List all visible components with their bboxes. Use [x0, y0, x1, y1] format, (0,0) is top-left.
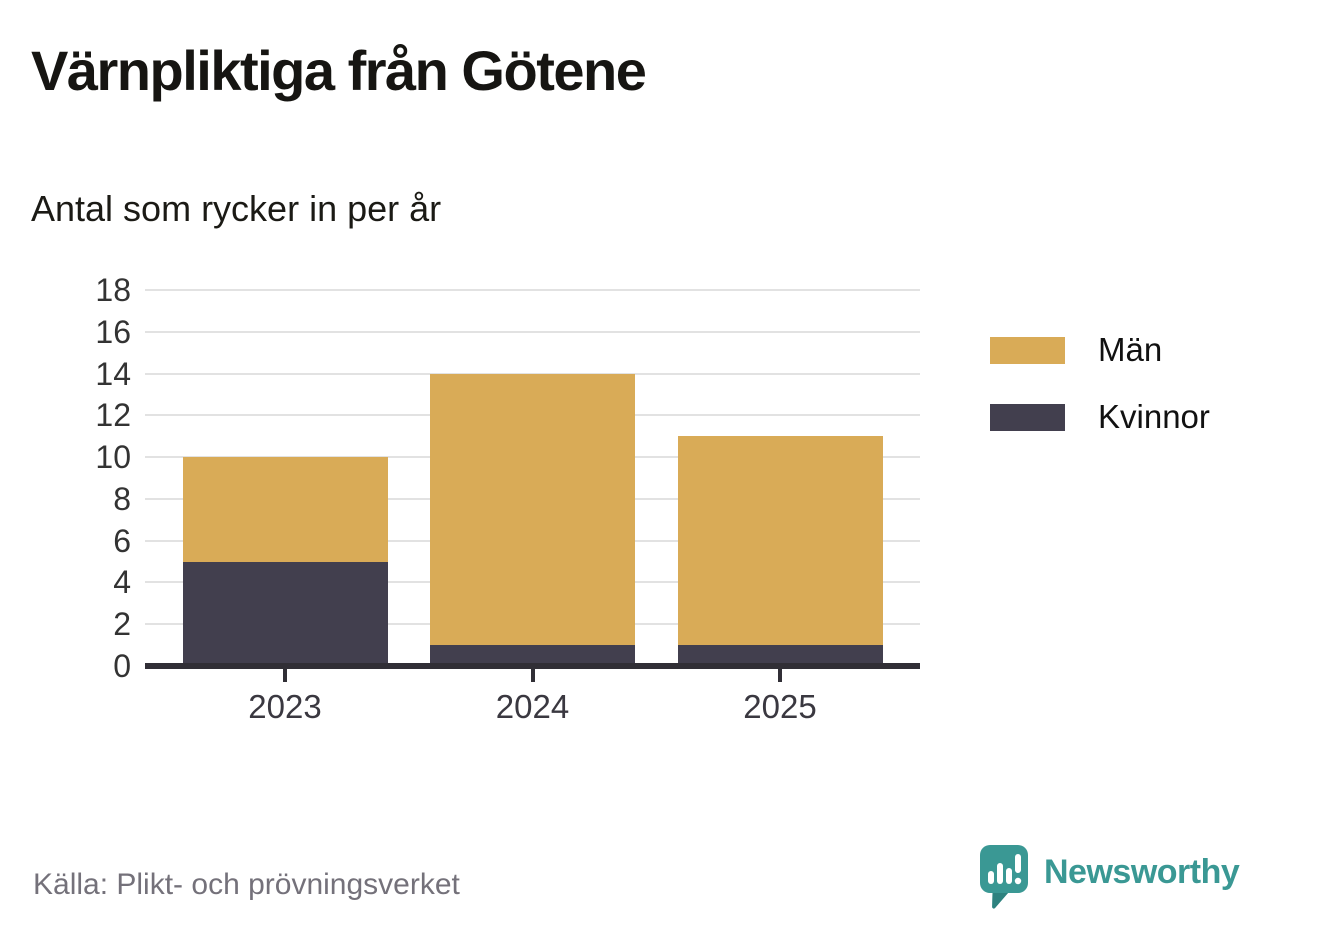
bar-segment-kvinnor-2024	[430, 645, 635, 666]
legend-label-man: Män	[1098, 331, 1163, 368]
brand-name: Newsworthy	[1044, 853, 1240, 891]
y-axis-label: 12	[95, 397, 131, 434]
y-axis-label: 14	[95, 355, 131, 392]
y-axis-label: 16	[95, 313, 131, 350]
bar-segment-kvinnor-2023	[182, 561, 388, 666]
gridline	[145, 289, 920, 291]
x-axis-tick	[283, 669, 287, 682]
x-axis-tick	[778, 669, 782, 682]
bar-segment-kvinnor-2025	[677, 645, 883, 666]
x-axis-label: 2025	[743, 688, 817, 725]
y-axis-label: 8	[113, 480, 131, 517]
bar-segment-män-2024	[430, 373, 635, 646]
x-axis-label: 2023	[248, 688, 322, 725]
brand: Newsworthy	[980, 845, 1240, 911]
source-text: Källa: Plikt- och prövningsverket	[33, 868, 460, 901]
legend-label-kvinnor: Kvinnor	[1098, 398, 1210, 435]
bar-segment-män-2025	[677, 436, 883, 646]
legend-swatch-man	[990, 336, 1065, 364]
y-axis-label: 2	[113, 606, 131, 643]
legend-swatch-kvinnor	[990, 403, 1065, 431]
x-axis-label: 2024	[495, 688, 570, 725]
chart-plot: 0 2 4 6 8 10 12 14 16 18 2023 2024 2025	[95, 272, 920, 725]
newsworthy-logo-icon	[980, 845, 1028, 909]
page-title: Värnpliktiga från Götene	[31, 39, 647, 102]
gridline	[145, 330, 920, 333]
bar-segment-män-2023	[182, 457, 388, 562]
y-axis-label: 4	[113, 564, 131, 601]
x-axis-line	[145, 663, 920, 669]
legend-item-man: Män	[990, 331, 1210, 369]
y-axis-label: 10	[95, 439, 131, 476]
legend-item-kvinnor: Kvinnor	[990, 398, 1210, 436]
gridline	[145, 372, 920, 375]
y-axis-label: 0	[113, 648, 131, 684]
x-axis-tick	[530, 669, 535, 682]
y-axis-label: 6	[113, 522, 131, 559]
legend: Män Kvinnor	[990, 331, 1210, 436]
y-axis-label: 18	[95, 272, 131, 308]
chart-subtitle: Antal som rycker in per år	[31, 188, 442, 229]
